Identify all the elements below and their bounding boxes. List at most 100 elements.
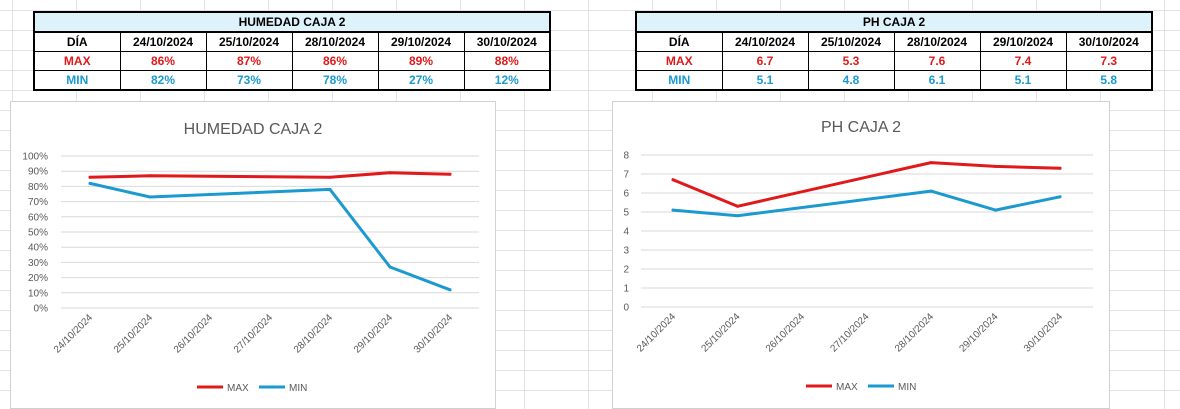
y-tick-label: 30% <box>28 258 48 269</box>
y-tick-label: 0 <box>623 303 629 314</box>
cell-min: 4.8 <box>807 70 895 91</box>
data-point-min <box>929 189 933 193</box>
header-date: 29/10/2024 <box>377 31 465 52</box>
x-tick-label: 30/10/2024 <box>412 312 455 355</box>
y-tick-label: 1 <box>623 284 629 295</box>
table-row-max: MAX 6.7 5.3 7.6 7.4 7.3 <box>635 51 1153 71</box>
chart-title: PH CAJA 2 <box>821 119 901 136</box>
header-date: 25/10/2024 <box>205 31 293 52</box>
x-tick-label: 27/10/2024 <box>232 312 275 355</box>
data-point-max <box>88 175 92 179</box>
x-tick-label: 24/10/2024 <box>52 312 95 355</box>
header-dia: DÍA <box>635 31 723 52</box>
x-tick-label: 24/10/2024 <box>635 311 678 354</box>
data-point-min <box>328 187 332 191</box>
data-point-min <box>148 195 152 199</box>
data-point-max <box>388 171 392 175</box>
x-tick-label: 26/10/2024 <box>764 311 807 354</box>
cell-min: 27% <box>377 70 465 91</box>
series-line-min <box>88 181 452 292</box>
cell-max: 5.3 <box>807 51 895 71</box>
data-point-min <box>448 288 452 292</box>
cell-min: 5.8 <box>1065 70 1153 91</box>
series-line-max <box>88 171 452 179</box>
data-point-max <box>328 175 332 179</box>
cell-min: 73% <box>205 70 293 91</box>
header-date: 25/10/2024 <box>807 31 895 52</box>
header-date: 24/10/2024 <box>119 31 207 52</box>
x-tick-label: 25/10/2024 <box>112 312 155 355</box>
y-tick-label: 10% <box>28 288 48 299</box>
x-tick-label: 29/10/2024 <box>352 312 395 355</box>
y-tick-label: 7 <box>623 170 629 181</box>
y-tick-label: 5 <box>623 208 629 219</box>
cell-max: 87% <box>205 51 293 71</box>
y-tick-label: 50% <box>28 228 48 239</box>
x-tick-label: 30/10/2024 <box>1022 311 1065 354</box>
cell-min: 12% <box>463 70 551 91</box>
cell-max: 7.4 <box>979 51 1067 71</box>
cell-min: 78% <box>291 70 379 91</box>
data-point-min <box>736 214 739 218</box>
y-tick-label: 100% <box>22 152 48 163</box>
header-date: 24/10/2024 <box>721 31 809 52</box>
humedad-chart-svg: HUMEDAD CAJA 2 0% 10% 20% 30% 40% 50% 60% 70% 80%… <box>22 121 479 394</box>
legend-label-min: MIN <box>289 383 307 394</box>
data-point-min <box>388 265 392 269</box>
header-date: 28/10/2024 <box>291 31 379 52</box>
y-tick-label: 0% <box>34 304 49 315</box>
y-tick-label: 80% <box>28 182 48 193</box>
x-tick-label: 26/10/2024 <box>172 312 215 355</box>
data-point-max <box>671 178 675 182</box>
header-date: 30/10/2024 <box>1065 31 1153 52</box>
y-tick-label: 40% <box>28 243 48 254</box>
cell-max: 89% <box>377 51 465 71</box>
table-header-row: DÍA 24/10/2024 25/10/2024 28/10/2024 29/… <box>33 31 551 52</box>
x-tick-label: 27/10/2024 <box>828 311 871 354</box>
y-tick-label: 20% <box>28 273 48 284</box>
legend-label-min: MIN <box>898 382 916 393</box>
x-tick-label: 25/10/2024 <box>699 311 742 354</box>
y-tick-label: 90% <box>28 167 48 178</box>
cell-min: 6.1 <box>893 70 981 91</box>
y-tick-label: 2 <box>623 265 629 276</box>
row-label-max: MAX <box>33 51 121 71</box>
y-tick-label: 3 <box>623 246 629 257</box>
header-date: 28/10/2024 <box>893 31 981 52</box>
legend-label-max: MAX <box>836 382 858 393</box>
y-tick-label: 4 <box>623 227 629 238</box>
y-tick-label: 70% <box>28 197 48 208</box>
table-row-max: MAX 86% 87% 86% 89% 88% <box>33 51 551 71</box>
header-date: 30/10/2024 <box>463 31 551 52</box>
table-title: PH CAJA 2 <box>634 11 1154 33</box>
cell-min: 5.1 <box>721 70 809 91</box>
ph-table: PH CAJA 2 DÍA 24/10/2024 25/10/2024 28/1… <box>634 11 1154 91</box>
ph-chart-svg: PH CAJA 2 0 1 2 3 4 5 6 7 8 24/10/2024 25/10/2024 26… <box>623 119 1093 393</box>
humedad-table: HUMEDAD CAJA 2 DÍA 24/10/2024 25/10/2024… <box>32 11 552 91</box>
ph-chart[interactable]: PH CAJA 2 0 1 2 3 4 5 6 7 8 24/10/2024 25/10/2024 26… <box>612 101 1110 409</box>
row-label-min: MIN <box>33 70 121 91</box>
cell-min: 5.1 <box>979 70 1067 91</box>
data-point-max <box>1058 166 1062 170</box>
data-point-max <box>736 204 739 208</box>
data-point-max <box>994 164 997 168</box>
data-point-max <box>148 174 152 178</box>
data-point-min <box>671 208 675 212</box>
humedad-chart[interactable]: HUMEDAD CAJA 2 0% 10% 20% 30% 40% 50% 60% 70% 80%… <box>10 101 496 409</box>
legend-label-max: MAX <box>227 383 249 394</box>
cell-max: 7.6 <box>893 51 981 71</box>
x-tick-label: 29/10/2024 <box>957 311 1000 354</box>
cell-max: 7.3 <box>1065 51 1153 71</box>
row-label-min: MIN <box>635 70 723 91</box>
data-point-min <box>88 181 92 185</box>
y-tick-label: 8 <box>623 151 629 162</box>
x-tick-label: 28/10/2024 <box>893 311 936 354</box>
cell-max: 88% <box>463 51 551 71</box>
header-date: 29/10/2024 <box>979 31 1067 52</box>
y-tick-label: 60% <box>28 212 48 223</box>
row-label-max: MAX <box>635 51 723 71</box>
header-dia: DÍA <box>33 31 121 52</box>
x-tick-label: 28/10/2024 <box>292 312 335 355</box>
table-row-min: MIN 5.1 4.8 6.1 5.1 5.8 <box>635 70 1153 91</box>
cell-max: 86% <box>291 51 379 71</box>
